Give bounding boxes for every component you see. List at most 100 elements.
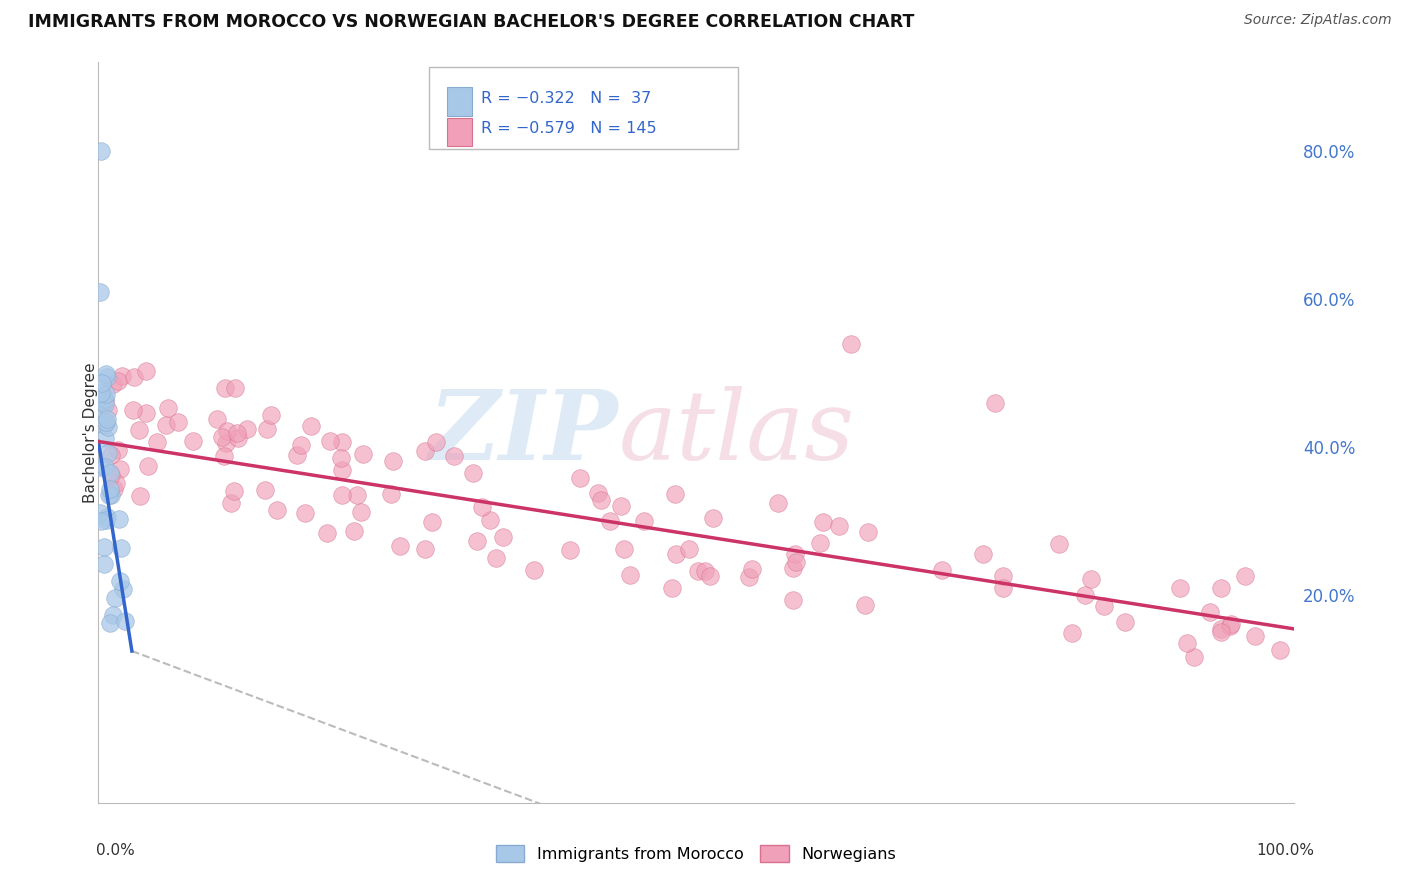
Point bbox=[991, 569, 1014, 583]
Point bbox=[211, 430, 233, 444]
Point bbox=[1244, 629, 1267, 643]
Point bbox=[828, 518, 851, 533]
Point bbox=[96, 369, 118, 384]
Point bbox=[664, 486, 686, 500]
Point bbox=[569, 471, 592, 485]
Point bbox=[104, 591, 127, 605]
Point bbox=[90, 401, 112, 415]
Point bbox=[108, 511, 131, 525]
Point bbox=[858, 525, 880, 540]
Point bbox=[97, 420, 120, 434]
Point bbox=[219, 496, 242, 510]
Point bbox=[214, 381, 236, 395]
Point bbox=[98, 482, 121, 496]
Point bbox=[205, 412, 228, 426]
Text: IMMIGRANTS FROM MOROCCO VS NORWEGIAN BACHELOR'S DEGREE CORRELATION CHART: IMMIGRANTS FROM MOROCCO VS NORWEGIAN BAC… bbox=[28, 13, 914, 31]
Point bbox=[420, 515, 443, 529]
Point bbox=[89, 460, 111, 475]
Point bbox=[260, 409, 283, 423]
Point bbox=[1182, 650, 1205, 665]
Point bbox=[813, 515, 835, 529]
Point bbox=[101, 376, 124, 391]
Point bbox=[135, 406, 157, 420]
Point bbox=[98, 616, 121, 631]
Point bbox=[111, 582, 134, 596]
Point bbox=[841, 336, 863, 351]
Text: ZIP: ZIP bbox=[429, 385, 619, 480]
Point bbox=[285, 449, 308, 463]
Point bbox=[1114, 615, 1136, 630]
Point bbox=[100, 467, 122, 481]
Point bbox=[1080, 572, 1102, 586]
Point bbox=[93, 417, 115, 432]
Point bbox=[350, 505, 373, 519]
Point bbox=[853, 598, 876, 612]
Point bbox=[89, 506, 111, 520]
Text: R = −0.322   N =  37: R = −0.322 N = 37 bbox=[481, 91, 651, 106]
Point bbox=[485, 551, 508, 566]
Point bbox=[1234, 568, 1257, 582]
Point bbox=[94, 392, 117, 407]
Point bbox=[465, 534, 488, 549]
Point bbox=[103, 482, 125, 496]
Point bbox=[785, 555, 807, 569]
Point bbox=[1092, 599, 1115, 614]
Point bbox=[135, 364, 157, 378]
Point bbox=[124, 370, 146, 384]
Point bbox=[342, 524, 364, 538]
Point bbox=[665, 547, 688, 561]
Point bbox=[136, 458, 159, 473]
Point bbox=[96, 513, 118, 527]
Point bbox=[93, 541, 115, 555]
Point bbox=[93, 557, 115, 571]
Point bbox=[94, 397, 117, 411]
Point bbox=[91, 376, 114, 390]
Point bbox=[108, 574, 131, 588]
Point bbox=[380, 487, 402, 501]
Point bbox=[114, 615, 136, 629]
Point bbox=[94, 367, 117, 381]
Point bbox=[98, 488, 121, 502]
Point bbox=[678, 541, 700, 556]
Point bbox=[1049, 537, 1071, 551]
Point bbox=[166, 415, 188, 429]
Point bbox=[100, 467, 122, 482]
Point bbox=[352, 447, 374, 461]
Point bbox=[222, 484, 245, 499]
Point bbox=[1168, 582, 1191, 596]
Point bbox=[463, 466, 485, 480]
Point bbox=[702, 510, 724, 524]
Point bbox=[330, 435, 353, 450]
Y-axis label: Bachelor's Degree: Bachelor's Degree bbox=[83, 362, 97, 503]
Point bbox=[766, 496, 789, 510]
Point bbox=[783, 547, 806, 561]
Point bbox=[315, 525, 337, 540]
Point bbox=[236, 422, 259, 436]
Point bbox=[128, 489, 150, 503]
Point bbox=[425, 434, 447, 449]
Point bbox=[96, 509, 118, 524]
Point bbox=[100, 448, 122, 462]
Point bbox=[93, 431, 115, 445]
Point bbox=[443, 449, 465, 463]
Point bbox=[741, 562, 763, 576]
Text: 0.0%: 0.0% bbox=[96, 843, 135, 858]
Point bbox=[224, 381, 246, 395]
Point bbox=[1074, 588, 1097, 602]
Point bbox=[89, 285, 111, 299]
Point bbox=[215, 424, 238, 438]
Point bbox=[558, 543, 581, 558]
Point bbox=[612, 542, 634, 557]
Point bbox=[215, 436, 238, 450]
Text: R = −0.579   N = 145: R = −0.579 N = 145 bbox=[481, 121, 657, 136]
Point bbox=[633, 515, 655, 529]
Point bbox=[181, 434, 204, 449]
Legend: Immigrants from Morocco, Norwegians: Immigrants from Morocco, Norwegians bbox=[489, 838, 903, 869]
Point bbox=[91, 392, 114, 407]
Point bbox=[90, 393, 112, 408]
Point bbox=[101, 607, 124, 622]
Point bbox=[413, 541, 436, 556]
Point bbox=[471, 500, 494, 514]
Point bbox=[110, 541, 132, 556]
Point bbox=[318, 434, 340, 448]
